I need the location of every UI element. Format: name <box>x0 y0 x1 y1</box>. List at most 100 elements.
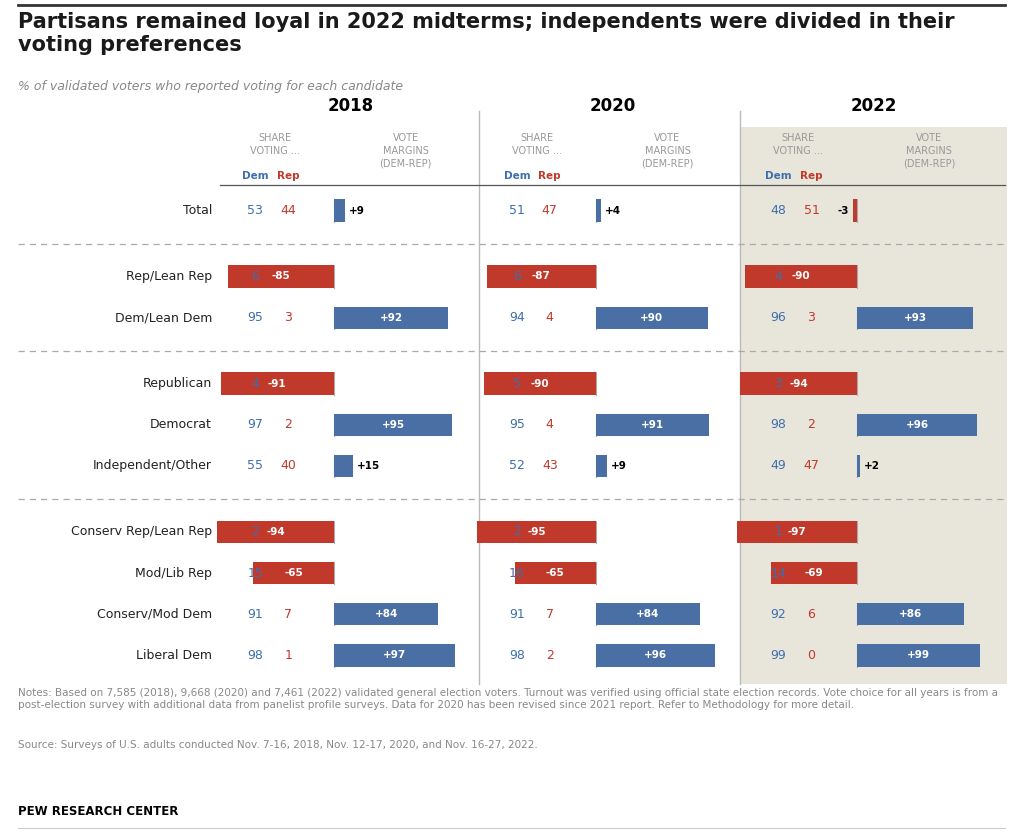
Text: 6: 6 <box>513 270 521 283</box>
Text: Source: Surveys of U.S. adults conducted Nov. 7-16, 2018, Nov. 12-17, 2020, and : Source: Surveys of U.S. adults conducted… <box>18 740 538 750</box>
Text: 49: 49 <box>770 460 787 472</box>
Text: 51: 51 <box>508 204 525 217</box>
Text: 95: 95 <box>542 377 558 390</box>
Text: +4: +4 <box>605 206 621 216</box>
Text: 6: 6 <box>252 270 259 283</box>
Text: SHARE
VOTING ...: SHARE VOTING ... <box>250 133 300 155</box>
Bar <box>745 265 857 288</box>
Bar <box>595 307 708 329</box>
Bar <box>857 455 859 477</box>
Text: 93: 93 <box>542 270 558 283</box>
Bar <box>515 562 595 584</box>
Text: 98: 98 <box>803 525 819 538</box>
Text: 2: 2 <box>807 418 815 431</box>
Text: % of validated voters who reported voting for each candidate: % of validated voters who reported votin… <box>18 80 403 93</box>
Bar <box>333 414 452 436</box>
Text: +92: +92 <box>380 313 403 323</box>
Text: -94: -94 <box>790 379 808 389</box>
Bar <box>333 307 448 329</box>
Text: 98: 98 <box>248 649 263 662</box>
Text: 16: 16 <box>509 567 525 579</box>
Bar <box>487 265 595 288</box>
Text: -95: -95 <box>527 527 545 537</box>
Bar <box>595 200 601 222</box>
Text: 4: 4 <box>252 377 259 390</box>
Text: 47: 47 <box>542 204 558 217</box>
Text: -65: -65 <box>545 568 565 578</box>
Bar <box>333 455 353 477</box>
Text: SHARE
VOTING ...: SHARE VOTING ... <box>512 133 562 155</box>
Text: SHARE
VOTING ...: SHARE VOTING ... <box>773 133 824 155</box>
Text: Republican: Republican <box>143 377 212 390</box>
Text: 91: 91 <box>280 270 296 283</box>
Bar <box>853 200 857 222</box>
Text: +86: +86 <box>899 609 923 619</box>
Text: Total: Total <box>183 204 212 217</box>
Text: 6: 6 <box>807 608 815 620</box>
Text: +9: +9 <box>349 206 365 216</box>
Text: -69: -69 <box>805 568 824 578</box>
Text: +84: +84 <box>636 609 660 619</box>
Text: Rep: Rep <box>277 171 300 181</box>
Bar <box>742 127 1007 684</box>
Bar <box>221 373 333 395</box>
Text: 7: 7 <box>284 608 293 620</box>
Text: +96: +96 <box>643 650 667 660</box>
Text: Rep: Rep <box>538 171 562 181</box>
Text: +96: +96 <box>905 420 929 430</box>
Text: Conserv/Mod Dem: Conserv/Mod Dem <box>97 608 212 620</box>
Text: 92: 92 <box>770 608 787 620</box>
Text: Rep/Lean Rep: Rep/Lean Rep <box>126 270 212 283</box>
Text: 3: 3 <box>774 377 783 390</box>
Text: +93: +93 <box>903 313 927 323</box>
Text: 53: 53 <box>248 204 263 217</box>
Text: +91: +91 <box>640 420 664 430</box>
Bar <box>595 455 607 477</box>
Text: VOTE
MARGINS
(DEM-REP): VOTE MARGINS (DEM-REP) <box>380 133 432 169</box>
Text: Dem: Dem <box>241 171 268 181</box>
Bar <box>333 200 345 222</box>
Text: 5: 5 <box>513 377 521 390</box>
Text: 98: 98 <box>508 649 525 662</box>
Text: -3: -3 <box>838 206 849 216</box>
Text: 2018: 2018 <box>327 97 373 115</box>
Text: 1: 1 <box>774 525 783 538</box>
Bar <box>333 603 439 625</box>
Text: 2: 2 <box>284 418 293 431</box>
Text: 0: 0 <box>807 649 815 662</box>
Text: Rep: Rep <box>800 171 822 181</box>
Text: +2: +2 <box>863 461 880 471</box>
Text: Dem: Dem <box>765 171 792 181</box>
Bar <box>741 373 857 395</box>
Text: 47: 47 <box>803 460 819 472</box>
Text: Mod/Lib Rep: Mod/Lib Rep <box>135 567 212 579</box>
Text: 95: 95 <box>280 377 296 390</box>
Bar <box>595 603 700 625</box>
Text: 3: 3 <box>284 311 293 324</box>
Text: 2: 2 <box>252 525 259 538</box>
Text: 94: 94 <box>509 311 525 324</box>
Bar <box>595 645 715 666</box>
Text: +99: +99 <box>907 650 930 660</box>
Text: Partisans remained loyal in 2022 midterms; independents were divided in their
vo: Partisans remained loyal in 2022 midterm… <box>18 12 954 55</box>
Text: Dem/Lean Dem: Dem/Lean Dem <box>115 311 212 324</box>
Text: +95: +95 <box>382 420 404 430</box>
Text: 14: 14 <box>770 567 787 579</box>
Text: Notes: Based on 7,585 (2018), 9,668 (2020) and 7,461 (2022) validated general el: Notes: Based on 7,585 (2018), 9,668 (202… <box>18 688 998 710</box>
Text: 81: 81 <box>542 567 558 579</box>
Bar <box>253 562 333 584</box>
Text: 97: 97 <box>248 418 263 431</box>
Text: 51: 51 <box>803 204 819 217</box>
Text: +84: +84 <box>374 609 398 619</box>
Bar <box>737 521 857 543</box>
Text: 99: 99 <box>770 649 787 662</box>
Text: -90: -90 <box>792 272 810 282</box>
Text: 52: 52 <box>508 460 525 472</box>
Text: +90: +90 <box>640 313 663 323</box>
Bar <box>857 645 980 666</box>
Text: 40: 40 <box>280 460 296 472</box>
Bar <box>478 521 595 543</box>
Text: Independent/Other: Independent/Other <box>93 460 212 472</box>
Text: 96: 96 <box>770 311 787 324</box>
Bar <box>333 645 454 666</box>
